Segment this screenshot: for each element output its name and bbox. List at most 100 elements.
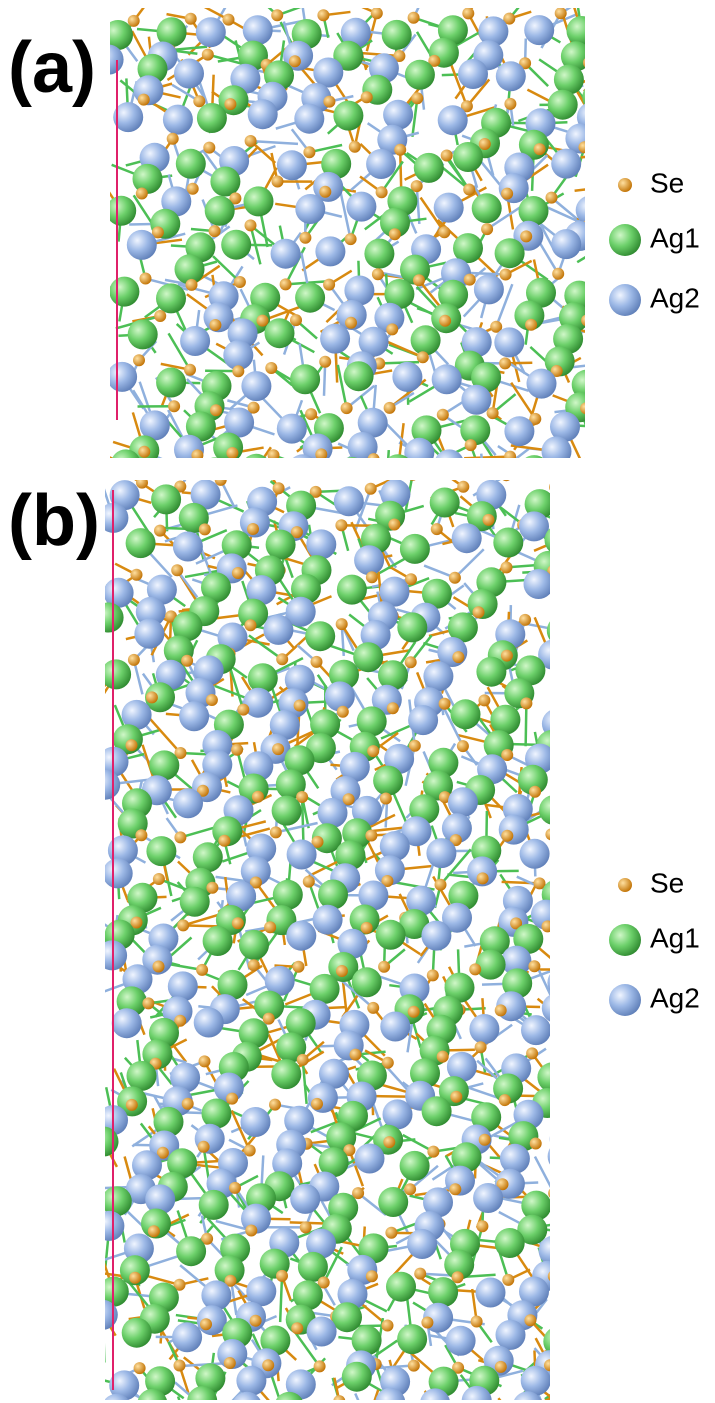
atom bbox=[344, 361, 374, 391]
atom bbox=[501, 830, 513, 842]
atom bbox=[476, 657, 506, 687]
bond bbox=[549, 566, 567, 579]
atom bbox=[520, 697, 532, 709]
atom bbox=[199, 1190, 229, 1220]
bond bbox=[618, 785, 627, 825]
atom bbox=[352, 1325, 382, 1355]
bond bbox=[553, 571, 577, 575]
atom bbox=[595, 737, 607, 749]
bond bbox=[584, 244, 607, 247]
bond bbox=[611, 427, 655, 438]
atom bbox=[332, 1302, 362, 1332]
atom bbox=[320, 324, 350, 354]
bond bbox=[597, 970, 623, 975]
bond bbox=[552, 734, 594, 746]
atom bbox=[361, 922, 373, 934]
atom bbox=[232, 365, 244, 377]
atom bbox=[354, 545, 384, 575]
bond bbox=[629, 619, 663, 651]
atom bbox=[592, 528, 622, 558]
atom bbox=[386, 323, 398, 335]
atom bbox=[127, 230, 157, 260]
atom bbox=[276, 653, 288, 665]
legend-symbol bbox=[609, 224, 641, 256]
atom bbox=[426, 838, 456, 868]
atom bbox=[567, 1009, 597, 1039]
atom bbox=[247, 523, 259, 535]
atom bbox=[232, 567, 244, 579]
atom bbox=[565, 705, 577, 717]
atom bbox=[473, 606, 485, 618]
bond bbox=[590, 824, 598, 869]
atom bbox=[153, 873, 165, 885]
atom bbox=[133, 164, 163, 194]
bond bbox=[560, 1001, 581, 1024]
atom bbox=[583, 57, 595, 69]
atom bbox=[236, 1366, 266, 1396]
bond bbox=[617, 1153, 641, 1186]
atom bbox=[460, 415, 490, 445]
atom bbox=[596, 412, 626, 442]
bond bbox=[256, 447, 271, 469]
atom bbox=[353, 642, 383, 672]
atom bbox=[133, 354, 145, 366]
bond bbox=[556, 1187, 595, 1193]
bond bbox=[580, 610, 589, 631]
bond bbox=[558, 1191, 581, 1199]
bond bbox=[575, 1295, 588, 1329]
bond bbox=[597, 1337, 616, 1358]
bond bbox=[551, 834, 586, 848]
atom bbox=[314, 1360, 326, 1372]
atom bbox=[600, 920, 612, 932]
atom bbox=[493, 528, 523, 558]
atom bbox=[350, 1049, 362, 1061]
atom bbox=[293, 961, 305, 973]
bond bbox=[601, 743, 642, 746]
atom bbox=[594, 152, 624, 182]
atom bbox=[265, 318, 295, 348]
bond bbox=[555, 1328, 575, 1340]
bond bbox=[622, 1218, 642, 1227]
atom bbox=[245, 219, 257, 231]
atom bbox=[547, 616, 577, 646]
atom bbox=[558, 1102, 588, 1132]
atom bbox=[434, 449, 464, 479]
atom bbox=[250, 1315, 262, 1327]
atom bbox=[524, 569, 554, 599]
atom bbox=[529, 786, 541, 798]
bond bbox=[578, 1136, 602, 1141]
atom bbox=[290, 314, 302, 326]
atom bbox=[527, 369, 557, 399]
bond bbox=[558, 1328, 580, 1342]
crystal-structure bbox=[86, 0, 655, 535]
atom bbox=[499, 173, 529, 203]
atom bbox=[388, 519, 400, 531]
atom bbox=[612, 1313, 624, 1325]
bond bbox=[555, 1061, 601, 1067]
atom bbox=[384, 402, 396, 414]
bond bbox=[285, 469, 303, 487]
atom bbox=[294, 104, 324, 134]
atom bbox=[184, 364, 196, 376]
bond bbox=[576, 646, 588, 674]
atom bbox=[176, 1236, 206, 1266]
bond bbox=[524, 623, 562, 630]
bond bbox=[609, 441, 653, 458]
atom bbox=[586, 1324, 616, 1354]
bond bbox=[596, 913, 633, 924]
bond bbox=[570, 1236, 582, 1269]
atom bbox=[534, 143, 546, 155]
atom bbox=[269, 1099, 281, 1111]
atom bbox=[494, 327, 524, 357]
atom bbox=[136, 188, 148, 200]
atom bbox=[385, 1227, 397, 1239]
bond bbox=[584, 126, 600, 147]
atoms bbox=[88, 469, 635, 1403]
atom bbox=[619, 404, 631, 416]
bond bbox=[602, 240, 603, 269]
atom bbox=[345, 317, 357, 329]
atom bbox=[376, 186, 388, 198]
bond bbox=[585, 1323, 601, 1338]
bond bbox=[592, 102, 609, 117]
atom bbox=[142, 997, 154, 1009]
